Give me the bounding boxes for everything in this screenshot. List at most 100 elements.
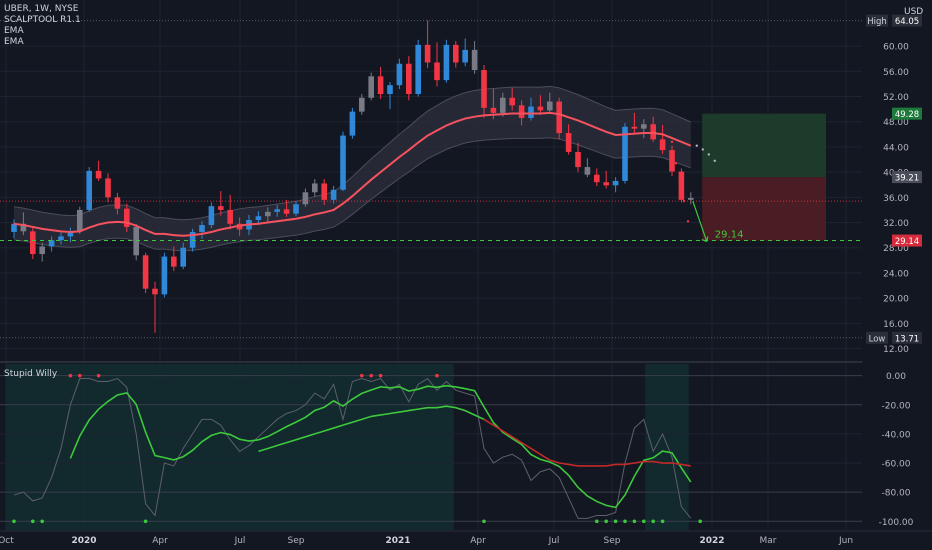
- indicator-tick-label: -80.00: [881, 489, 910, 499]
- willy-green-marker: [642, 519, 646, 524]
- price-tick-label: 60.00: [883, 43, 909, 53]
- candle-body: [274, 209, 280, 212]
- indicator-ema-2[interactable]: EMA: [4, 37, 24, 47]
- candle-body: [471, 49, 478, 71]
- willy-green-marker: [660, 519, 665, 524]
- candle-body: [669, 150, 675, 172]
- time-tick-label: 2021: [385, 536, 410, 546]
- indicator-tick-label: -20.00: [881, 401, 910, 411]
- willy-red-marker: [96, 373, 101, 378]
- willy-red-marker: [78, 373, 82, 378]
- candles: [11, 20, 694, 333]
- willy-green-marker: [12, 519, 16, 524]
- willy-green-marker: [623, 519, 627, 524]
- price-tick-label: 24.00: [883, 269, 909, 279]
- willy-red-marker: [378, 373, 383, 378]
- price-tick-label: 32.00: [883, 219, 909, 229]
- willy-green-marker: [143, 519, 148, 524]
- price-tag-name: High: [867, 17, 887, 27]
- indicator-title[interactable]: Stupid Willy: [4, 369, 58, 379]
- candle-body: [594, 174, 600, 183]
- time-tick-label: Sep: [604, 536, 621, 546]
- indicator-ema-1[interactable]: EMA: [4, 26, 24, 36]
- price-tick-label: 52.00: [883, 93, 909, 103]
- price-tag-value: 29.14: [895, 237, 919, 247]
- path-projection-dot: [678, 182, 682, 185]
- ema-projection-dot: [707, 153, 710, 156]
- candle-body: [547, 101, 553, 111]
- candle-body: [537, 106, 544, 111]
- symbol-label[interactable]: UBER, 1W, NYSE: [4, 4, 79, 14]
- price-tag-value: 64.05: [895, 17, 919, 27]
- willy-red-marker: [435, 373, 439, 378]
- candle-body: [255, 216, 262, 221]
- price-tag-bg: [892, 171, 922, 184]
- time-tick-label: 2020: [71, 536, 96, 546]
- candle-body: [105, 178, 111, 198]
- indicator-shade: [645, 364, 689, 530]
- candle-body: [377, 76, 384, 94]
- willy-fast-line: [69, 384, 692, 509]
- price-tag-bg: [892, 331, 922, 344]
- loss-zone: [702, 177, 826, 241]
- candle-body: [659, 139, 666, 151]
- candle-body: [199, 225, 205, 232]
- willy-green-marker: [613, 519, 618, 524]
- candle-body: [114, 197, 121, 209]
- time-tick-label: 2022: [699, 536, 724, 546]
- price-tick-label: 28.00: [883, 244, 909, 254]
- candle-body: [227, 209, 233, 224]
- candle-body: [518, 105, 525, 118]
- candle-body: [39, 246, 45, 255]
- indicator-tick-label: -40.00: [881, 430, 910, 440]
- candle-body: [603, 182, 609, 186]
- candle-body: [396, 63, 403, 86]
- candle-body: [30, 231, 36, 255]
- willy-green-marker: [595, 519, 599, 524]
- candle-body: [330, 189, 337, 200]
- price-tick-label: 44.00: [883, 143, 909, 153]
- time-tick-label: Apr: [470, 536, 486, 546]
- candle-body: [312, 183, 318, 193]
- willy-red-marker: [68, 373, 73, 378]
- candle-body: [490, 107, 497, 113]
- price-tick-label: 20.00: [883, 295, 909, 305]
- candle-body: [161, 256, 168, 295]
- candle-body: [556, 101, 562, 134]
- candle-body: [152, 288, 158, 295]
- indicator-scalptool[interactable]: SCALPTOOL R1.1: [4, 15, 81, 25]
- price-tag-name: Low: [869, 334, 886, 344]
- candle-body: [11, 223, 17, 232]
- time-tick-label: Mar: [760, 536, 777, 546]
- price-axis[interactable]: 12.0016.0020.0024.0028.0032.0036.0040.00…: [862, 0, 932, 550]
- price-tick-label: 16.00: [883, 320, 909, 330]
- time-axis[interactable]: Oct 2020 Apr Jul Sep 2021 Apr Jul Sep 2022 Mar Jun: [0, 530, 932, 546]
- price-tick-label: 12.00: [883, 345, 909, 355]
- time-tick-label: Apr: [152, 536, 168, 546]
- willy-green-marker: [31, 519, 35, 524]
- time-tick-label: Sep: [288, 536, 305, 546]
- willy-green-marker: [698, 519, 702, 524]
- price-tag-name-bg: [866, 14, 888, 27]
- candle-body: [424, 44, 431, 63]
- ema-band-fill: [14, 86, 691, 251]
- candle-body: [95, 170, 102, 179]
- time-tick-label: Jul: [548, 536, 560, 546]
- price-tick-label: 56.00: [883, 68, 909, 78]
- candle-body: [387, 85, 393, 94]
- candle-body: [189, 231, 196, 248]
- willy-green-marker: [482, 519, 486, 524]
- candle-body: [481, 70, 487, 108]
- candle-body: [406, 63, 412, 94]
- target-arrow: [692, 200, 709, 243]
- candle-body: [142, 255, 149, 289]
- indicator-tick-label: -60.00: [881, 460, 910, 470]
- ema-line: [13, 111, 716, 237]
- candle-body: [631, 126, 638, 129]
- candle-body: [500, 97, 506, 113]
- indicator-tick-label: -100.00: [879, 518, 914, 528]
- candle-body: [415, 44, 421, 94]
- candle-body: [678, 171, 685, 200]
- price-tick-label: 48.00: [883, 118, 909, 128]
